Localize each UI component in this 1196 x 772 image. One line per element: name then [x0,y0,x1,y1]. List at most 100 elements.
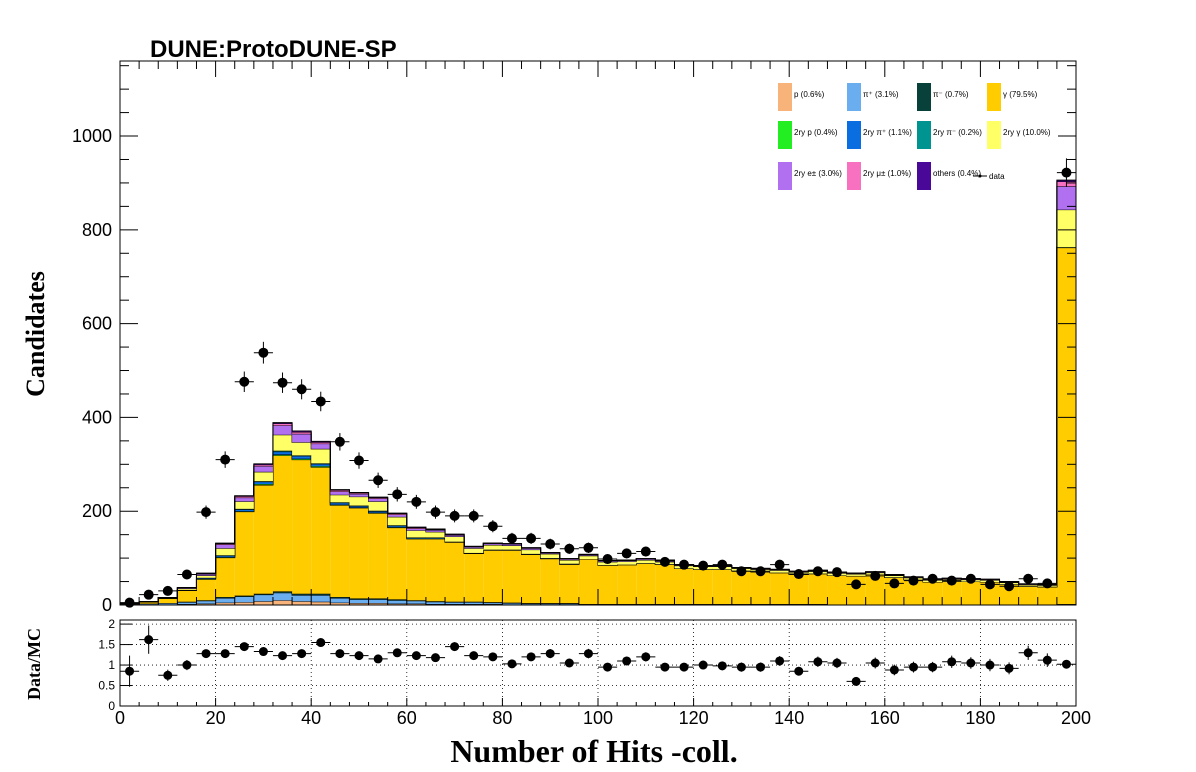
histogram-bar [387,603,407,605]
histogram-bar [789,574,809,605]
ratio-marker [297,649,307,659]
ratio-marker [985,660,995,670]
histogram-bar [272,592,293,601]
legend-entry: γ (79.5%) [987,83,1038,111]
histogram-bar [368,599,388,604]
data-marker [965,573,976,584]
x-tick-label: 160 [870,708,900,728]
ratio-marker [373,654,383,664]
data-point [846,579,866,590]
data-marker [755,566,766,577]
ratio-point [617,656,637,666]
data-point [425,505,446,519]
histogram-bar [253,481,273,485]
ratio-point [598,662,618,672]
ratio-y-tick-label: 1.5 [98,638,115,652]
histogram-bar [311,601,331,605]
histogram-bar [483,602,503,605]
histogram-bar [196,579,216,601]
histogram-bar [980,582,1000,605]
ratio-point [712,661,732,671]
ratio-point [789,666,809,676]
histogram-bar [311,442,331,444]
ratio-point [770,656,790,666]
histogram-bar [196,603,216,605]
histogram-bar [177,590,197,602]
data-marker [545,539,556,550]
histogram-bar [311,593,331,596]
ratio-marker [717,661,727,671]
data-marker [908,575,919,586]
data-point [158,585,178,596]
ratio-point [1018,645,1038,660]
ratio-marker [469,651,479,661]
histogram-bar [445,602,465,605]
histogram-bar [1018,586,1038,605]
histogram-bar [292,442,312,456]
histogram-bar [253,601,273,605]
ratio-marker [889,665,899,675]
ratio-marker [564,658,574,668]
histogram-bar [196,574,216,576]
histogram-bar [731,570,751,605]
legend-label: 2ry π⁻ (0.2%) [933,128,982,137]
histogram-bar [502,545,522,550]
ratio-point [865,657,885,669]
histogram-bar [330,602,350,605]
legend-entry: 2ry p (0.4%) [778,121,838,149]
data-marker [659,556,670,567]
histogram-bar [177,602,197,605]
ratio-point [158,669,178,681]
histogram-bar [253,484,273,594]
ratio-point [884,664,904,676]
legend-swatch [917,121,931,149]
ratio-marker [583,649,593,659]
ratio-point [253,647,273,657]
histogram-bar [770,572,790,605]
y-axis-label: Candidates [21,271,50,397]
histogram-bar [158,598,178,604]
ratio-point [559,658,579,668]
ratio-point [234,642,254,652]
histogram-bar [750,571,771,605]
data-point [655,556,675,567]
legend-entry: π⁺ (3.1%) [847,83,899,111]
legend-swatch [917,162,931,190]
histogram-bar [636,563,656,605]
histogram-bar [464,602,484,605]
ratio-marker [928,662,938,672]
ratio-plot-frame [119,619,1077,707]
data-point [884,578,904,589]
x-tick-label: 140 [774,708,804,728]
histogram-bar [330,494,350,503]
data-point [368,472,388,488]
legend-swatch [987,121,1001,149]
legend-label: π⁺ (3.1%) [863,90,899,99]
histogram-bar [234,509,254,512]
data-point [617,548,637,559]
ratio-marker [603,662,613,672]
data-point [980,579,1000,590]
histogram-bar [445,535,465,537]
ratio-marker [1042,655,1052,665]
histogram-bar [464,553,484,602]
histogram-bar [349,599,369,604]
ratio-point [808,656,828,667]
data-marker [124,597,135,608]
data-point [272,372,293,393]
histogram-bar [349,506,369,508]
histogram-bar [215,555,235,558]
data-marker [793,569,804,580]
histogram-bar [406,600,426,604]
histogram-bar [234,497,254,502]
histogram-bar [177,588,197,590]
ratio-point [578,648,598,659]
histogram-bar [406,538,426,601]
histogram-bar [368,498,388,502]
data-point [942,575,962,586]
ratio-marker [278,651,288,661]
data-point [961,573,981,584]
data-point [311,391,331,412]
histogram-bar [215,544,235,549]
